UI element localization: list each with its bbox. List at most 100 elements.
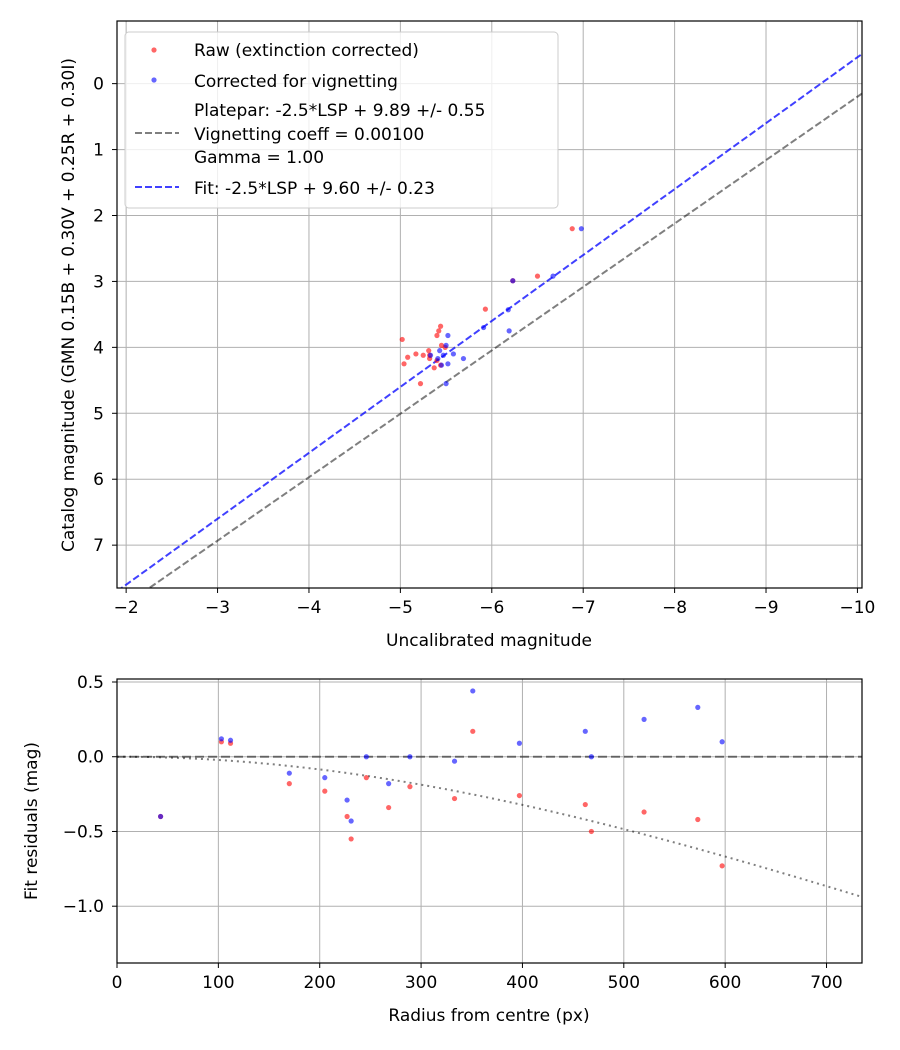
legend-label-gamma: Gamma = 1.00 [194,148,324,168]
raw-point [588,828,594,835]
magnitude-chart-legend: Raw (extinction corrected) Corrected for… [124,31,559,209]
legend-label-vignetting: Vignetting coeff = 0.00100 [194,125,424,145]
corrected-point [322,775,328,781]
corrected-point [386,781,392,787]
legend-label-platepar: Platepar: -2.5*LSP + 9.89 +/- 0.55 [194,101,485,121]
x-tick-label: 700 [810,973,842,993]
raw-point [363,775,369,781]
magnitude-chart-x-ticks: −2 −3 −4 −5 −6 −7 −8 −9 −10 [114,588,875,618]
magnitude-chart-points [399,226,584,387]
residuals-chart-frame [116,678,863,964]
corrected-point [695,704,701,711]
corrected-point [437,348,443,354]
x-tick-label: −5 [388,598,413,618]
raw-point [426,348,432,354]
raw-point [417,381,424,387]
corrected-point [445,332,451,339]
corrected-point [440,352,446,358]
corrected-point [443,381,449,387]
corrected-point [578,226,584,232]
raw-point [401,361,407,367]
raw-point [719,863,725,869]
corrected-point [227,737,234,743]
legend-label-fit: Fit: -2.5*LSP + 9.60 +/- 0.23 [194,179,435,199]
y-tick-label: 6 [93,470,104,490]
residuals-chart-y-ticks: 0.5 0.0 −0.5 −1.0 [63,673,117,917]
y-tick-label: 5 [93,404,104,424]
raw-point [431,365,437,371]
residuals-chart-points [157,688,725,869]
magnitude-chart-frame [116,20,863,589]
legend-label-raw: Raw (extinction corrected) [194,41,419,61]
raw-point [641,809,647,815]
raw-point [534,273,541,279]
legend-marker-corrected [151,77,157,83]
y-tick-label: 4 [93,338,104,358]
corrected-point [157,813,164,820]
y-tick-label: 0.0 [77,748,104,768]
corrected-point [582,728,588,734]
raw-point [348,836,354,842]
corrected-point [641,716,647,722]
x-tick-label: −8 [662,598,687,618]
magnitude-chart-y-label: Catalog magnitude (GMN 0.15B + 0.30V + 0… [59,58,79,552]
raw-point [436,328,442,334]
corrected-point [480,324,487,331]
corrected-point [719,739,725,745]
fit-line-fit [119,53,862,588]
raw-point [516,792,523,799]
x-tick-label: −9 [753,598,778,618]
corrected-point [407,754,413,760]
corrected-point [286,770,292,776]
y-tick-label: −0.5 [63,822,104,842]
x-tick-label: −10 [839,598,875,618]
x-tick-label: −3 [205,598,230,618]
corrected-point [363,754,369,760]
y-tick-label: 0.5 [77,673,104,693]
x-tick-label: 600 [709,973,741,993]
magnitude-chart-x-label: Uncalibrated magnitude [386,631,592,651]
x-tick-label: 400 [506,973,538,993]
raw-point [286,781,292,787]
residuals-chart-x-label: Radius from centre (px) [388,1006,589,1026]
corrected-point [348,818,354,824]
x-tick-label: −7 [571,598,596,618]
magnitude-chart-y-ticks: 0 1 2 3 4 5 6 7 [93,75,117,556]
raw-point [482,306,488,312]
corrected-point [550,273,556,279]
y-tick-label: 0 [93,75,104,95]
raw-point [405,354,411,360]
corrected-point [460,355,467,362]
corrected-point [438,362,445,368]
x-tick-label: 300 [405,973,437,993]
fit-line-platepar [147,92,862,588]
raw-point [399,336,405,343]
corrected-point [450,351,456,357]
legend-marker-raw [151,47,157,53]
corrected-point [470,688,476,694]
x-tick-label: 0 [112,973,123,993]
magnitude-chart: −2 −3 −4 −5 −6 −7 −8 −9 −10 0 1 2 3 4 5 6 7 Uncalibrate… [59,20,875,651]
raw-point [386,804,392,811]
y-tick-label: 3 [93,272,104,292]
x-tick-label: −6 [479,598,504,618]
y-tick-label: −1.0 [63,897,104,917]
corrected-point [435,355,441,362]
raw-point [569,226,575,232]
raw-point [582,801,588,808]
raw-point [434,332,440,339]
raw-point [413,351,419,357]
raw-point [344,813,350,820]
corrected-point [443,342,449,348]
vignetting-curve [117,755,862,898]
y-tick-label: 2 [93,206,104,226]
corrected-point [445,361,451,367]
corrected-point [505,307,511,313]
raw-point [470,728,476,734]
corrected-point [510,278,516,284]
raw-point [420,352,426,358]
y-tick-label: 7 [93,536,104,556]
legend-label-corrected: Corrected for vignetting [194,72,398,92]
residuals-chart-y-label: Fit residuals (mag) [22,742,42,900]
